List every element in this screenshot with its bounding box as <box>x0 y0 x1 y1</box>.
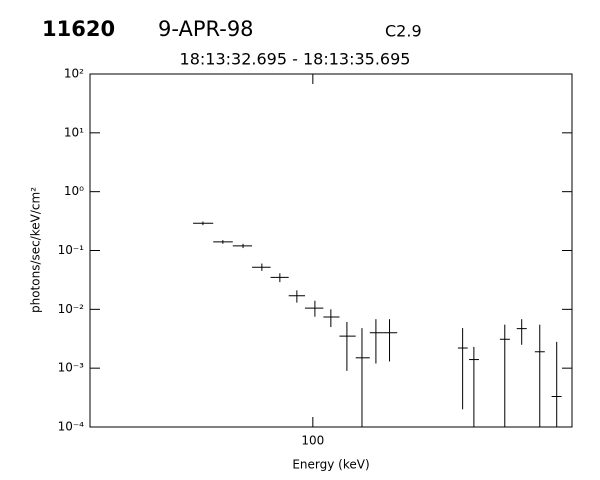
y-tick-label: 10⁻² <box>58 302 85 316</box>
y-tick-label: 10² <box>64 67 84 81</box>
data-layer <box>193 221 562 427</box>
y-tick-label: 10¹ <box>64 125 84 139</box>
y-tick-label: 10⁻³ <box>58 361 85 375</box>
date: 9-APR-98 <box>158 17 254 41</box>
chart-title: 11620 <box>42 17 115 41</box>
x-axis-label: Energy (keV) <box>292 458 369 472</box>
y-axis-label: photons/sec/keV/cm² <box>29 187 43 313</box>
x-tick-label: 100 <box>301 434 324 448</box>
y-tick-label: 10⁻¹ <box>58 243 85 257</box>
flare-class: C2.9 <box>385 22 422 41</box>
y-tick-label: 10⁰ <box>64 184 84 198</box>
y-tick-label: 10⁻⁴ <box>58 420 85 434</box>
subtitle: 18:13:32.695 - 18:13:35.695 <box>180 50 411 69</box>
